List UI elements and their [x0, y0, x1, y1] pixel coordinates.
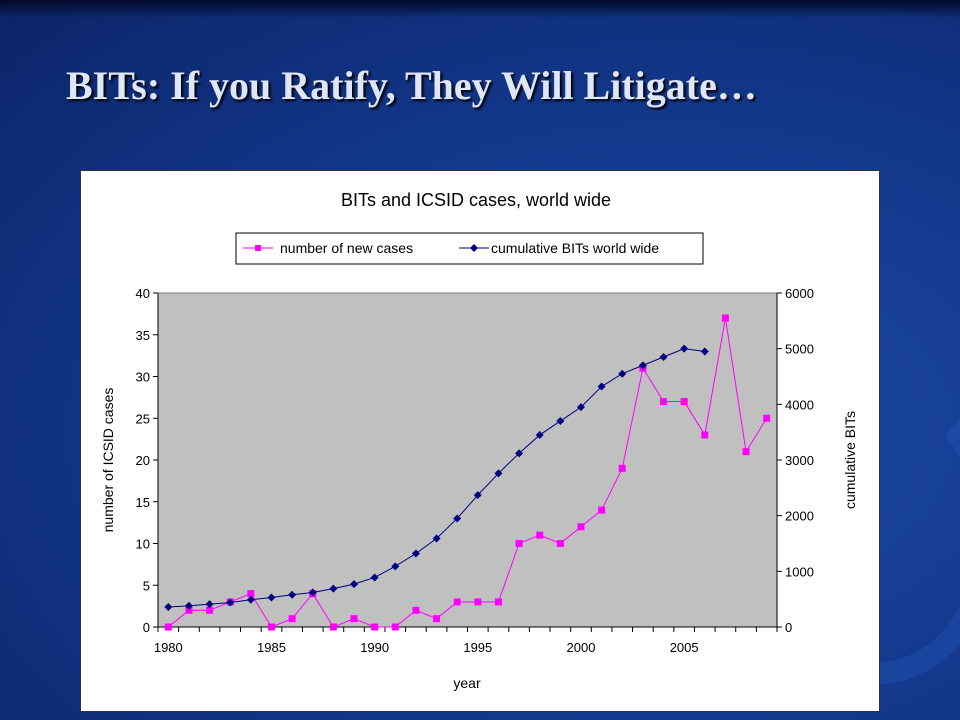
cases-point [618, 464, 626, 472]
cases-point [164, 623, 172, 631]
y-tick-label-left: 5 [143, 578, 150, 593]
cases-point [474, 598, 482, 606]
cases-point [453, 598, 461, 606]
y-tick-label-left: 0 [143, 620, 150, 635]
bits-point [535, 430, 544, 439]
bits-point [432, 534, 441, 543]
bits-point [638, 361, 647, 370]
bits-point [515, 449, 524, 458]
bits-point [659, 353, 668, 362]
bits-point [700, 347, 709, 356]
plot-area [157, 292, 778, 628]
bits-point [205, 600, 214, 609]
series-bits [164, 344, 709, 611]
x-tick-label: 2005 [670, 640, 699, 655]
bits-point [680, 344, 689, 353]
y-tick-label-left: 35 [136, 328, 150, 343]
cases-point [267, 623, 275, 631]
bits-point [473, 491, 482, 500]
cases-point [515, 540, 523, 547]
x-tick-label: 1990 [360, 640, 389, 655]
bits-point [267, 593, 276, 602]
cases-point [329, 623, 337, 631]
cases-point [680, 398, 688, 406]
chart-title: BITs and ICSID cases, world wide [341, 190, 611, 210]
cases-point [536, 531, 544, 539]
y-tick-label-right: 3000 [785, 453, 814, 468]
y-tick-label-left: 15 [136, 495, 150, 510]
cases-point [412, 606, 420, 614]
cases-point [494, 598, 502, 606]
legend-swatch-cases-marker [255, 245, 261, 251]
cases-point [721, 314, 729, 322]
bits-point [453, 514, 462, 523]
cases-point [288, 615, 296, 623]
bits-point [226, 598, 235, 607]
bits-point [391, 562, 400, 571]
x-tick-label: 1995 [463, 640, 492, 655]
series-cases [164, 314, 771, 631]
bits-point [618, 369, 627, 378]
bits-point [246, 595, 255, 604]
bits-point [556, 417, 565, 426]
bits-point [370, 573, 379, 582]
legend-label-cases: number of new cases [280, 240, 413, 256]
bits-point [494, 469, 503, 478]
bits-point [576, 403, 585, 412]
axes: 0 5 10 15 20 25 30 35 40 0 1000 2000 3000 4000 5000 600… [136, 286, 814, 655]
cases-point [391, 623, 399, 631]
x-tick-label: 2000 [567, 640, 596, 655]
bits-point [597, 382, 606, 391]
slide-title: BITs: If you Ratify, They Will Litigate… [66, 63, 757, 108]
y-tick-label-right: 6000 [785, 286, 814, 301]
y-axis-label-right: cumulative BITs [842, 411, 858, 509]
cases-point [701, 431, 709, 439]
bits-point [184, 601, 193, 610]
legend: number of new cases cumulative BITs worl… [235, 232, 704, 265]
x-axis-label: year [453, 675, 481, 691]
y-tick-label-left: 20 [136, 453, 150, 468]
y-tick-label-right: 4000 [785, 397, 814, 412]
bits-point [288, 590, 297, 599]
x-tick-label: 1980 [154, 640, 183, 655]
cases-point [556, 540, 564, 547]
y-tick-label-left: 25 [136, 411, 150, 426]
chart-frame: BITs and ICSID cases, world wide number … [80, 170, 880, 712]
cases-point [660, 398, 668, 406]
cases-point [598, 506, 606, 514]
y-tick-label-left: 10 [136, 537, 150, 552]
y-tick-label-right: 1000 [785, 564, 814, 579]
y-axis-label-left: number of ICSID cases [100, 388, 116, 533]
y-tick-label-right: 2000 [785, 509, 814, 524]
cases-point [742, 448, 750, 456]
cases-point [247, 590, 255, 598]
bits-point [411, 549, 420, 558]
legend-swatch-bits-marker [470, 244, 478, 252]
legend-label-bits: cumulative BITs world wide [491, 240, 659, 256]
cases-point [433, 615, 441, 623]
bits-point [329, 584, 338, 593]
cases-point [763, 414, 771, 422]
cases-point [577, 523, 585, 531]
y-tick-label-left: 40 [136, 286, 150, 301]
x-tick-label: 1985 [257, 640, 286, 655]
y-tick-label-right: 0 [785, 620, 792, 635]
cases-point [185, 606, 193, 614]
chart-svg: BITs and ICSID cases, world wide number … [100, 190, 858, 691]
bits-point [308, 588, 317, 597]
cases-point [371, 623, 379, 631]
y-tick-label-left: 30 [136, 370, 150, 385]
bits-point [350, 580, 359, 589]
bits-point [164, 602, 173, 611]
cases-point [350, 615, 358, 623]
top-band [0, 0, 960, 18]
y-tick-label-right: 5000 [785, 342, 814, 357]
cases-point [206, 606, 214, 614]
